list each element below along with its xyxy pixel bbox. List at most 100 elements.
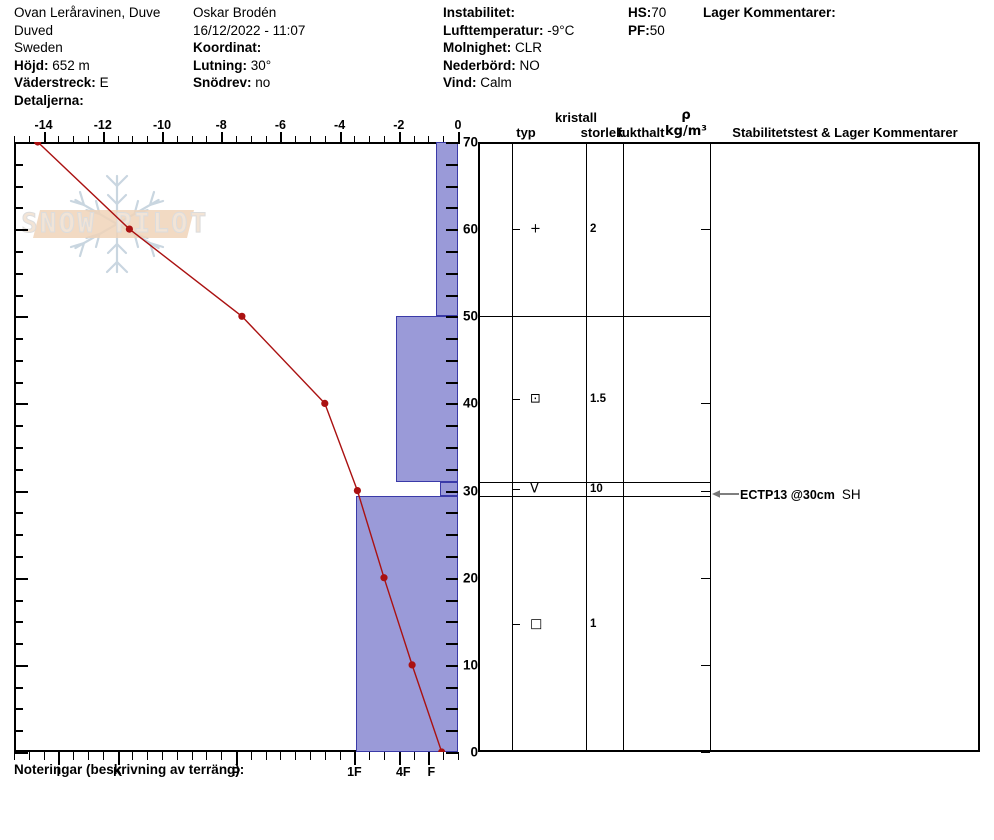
hardness-bar	[355, 495, 458, 752]
grain-size-value: 1	[590, 617, 597, 630]
temperature-data-point	[238, 312, 246, 320]
header-label-pf: PF:	[628, 22, 650, 38]
depth-minor-tick-right	[446, 207, 458, 210]
layer-midpoint-tick	[513, 623, 520, 625]
depth-minor-tick	[14, 207, 23, 210]
stability-test-grain: SH	[841, 487, 861, 502]
temperature-tick-label: -14	[34, 118, 53, 132]
header-row: Lutning: 30°	[193, 57, 438, 75]
depth-minor-tick-right	[446, 686, 458, 689]
temperature-tick-label: -2	[393, 118, 405, 132]
grain-properties-table	[478, 142, 980, 752]
hardness-tick	[162, 752, 163, 760]
depth-minor-tick	[14, 447, 23, 449]
header-row: Detaljerna:	[14, 92, 194, 110]
column-header-fukthalt: fukthalt	[617, 125, 665, 140]
depth-minor-tick-right	[446, 621, 458, 624]
density-axis-tick	[701, 752, 710, 753]
depth-minor-tick-right	[446, 338, 458, 341]
depth-minor-tick	[14, 316, 28, 319]
depth-minor-tick-right	[446, 316, 458, 319]
table-column-divider	[586, 142, 587, 752]
depth-tick-label: 30	[462, 483, 478, 499]
depth-minor-tick	[14, 185, 23, 188]
temperature-tick	[147, 136, 149, 144]
header-row: Duved	[14, 22, 194, 40]
header-label-vaderstreck: Väderstreck:	[14, 75, 96, 91]
hardness-tick-label: F	[427, 765, 436, 779]
layer-divider	[478, 481, 710, 483]
hardness-tick	[280, 752, 282, 760]
header-label-nederbord: Nederbörd:	[443, 57, 516, 73]
temperature-tick-label: -4	[334, 118, 346, 132]
hardness-tick	[73, 752, 75, 760]
density-axis-tick	[701, 229, 710, 231]
hardness-tick	[354, 752, 357, 765]
depth-minor-tick	[14, 425, 23, 428]
temperature-tick	[132, 136, 134, 144]
hardness-bar	[395, 316, 458, 482]
header-label-snodrev: Snödrev:	[193, 75, 252, 91]
depth-tick-label: 40	[462, 395, 478, 411]
header-row: Lager Kommentarer:	[703, 4, 983, 22]
hardness-tick-label: I	[56, 765, 61, 779]
hardness-tick	[443, 752, 445, 760]
depth-minor-tick	[14, 294, 23, 297]
hardness-tick	[102, 752, 104, 760]
hardness-tick	[221, 752, 223, 760]
column-header-typ: typ	[516, 125, 536, 140]
depth-minor-tick-right	[446, 708, 458, 711]
temperature-tick-label: 0	[454, 118, 462, 132]
grain-table-content: +2 ⊡ 1.5 V 10 □ 1	[478, 142, 980, 753]
header-row: Väderstreck: E	[14, 74, 194, 92]
temperature-tick-label: -6	[274, 118, 286, 132]
temperature-tick	[236, 136, 237, 144]
temperature-tick	[458, 132, 460, 144]
hardness-axis: I K P 1F 4F F	[14, 752, 460, 779]
temperature-tick	[58, 136, 60, 144]
header-label-koordinat: Koordinat:	[193, 40, 262, 56]
depth-minor-tick-right	[446, 381, 458, 384]
density-axis-tick	[701, 316, 710, 318]
layer-divider	[478, 495, 710, 497]
layer-divider	[478, 142, 710, 143]
temperature-tick-label: -10	[152, 118, 172, 132]
temperature-tick	[428, 136, 430, 144]
hardness-tick	[147, 752, 149, 760]
header-value-hojd: 652 m	[52, 57, 90, 73]
header-column-comments: Lager Kommentarer:	[703, 4, 983, 22]
depth-minor-tick	[14, 359, 23, 362]
temperature-data-point	[34, 142, 42, 146]
depth-minor-tick-right	[446, 730, 458, 733]
depth-minor-tick	[14, 229, 28, 232]
temperature-tick	[221, 132, 224, 144]
depth-minor-tick-right	[446, 447, 458, 449]
header-row: HS:70	[628, 4, 703, 22]
depth-minor-ticks	[14, 142, 458, 754]
temperature-tick	[295, 136, 297, 144]
depth-minor-tick-right	[446, 142, 458, 144]
header-value-molnighet: CLR	[515, 40, 543, 56]
depth-minor-tick-right	[446, 664, 458, 667]
temperature-data-point	[321, 399, 329, 407]
depth-minor-tick-right	[446, 490, 458, 493]
header-column-weather: Instabilitet: Lufttemperatur: -9°C Molni…	[443, 4, 643, 92]
temperature-tick	[73, 136, 75, 144]
depth-minor-tick-right	[446, 294, 458, 297]
grain-size-value: 2	[590, 223, 597, 236]
depth-tick-label: 50	[462, 308, 478, 324]
depth-minor-tick	[14, 643, 23, 646]
header-row: Höjd: 652 m	[14, 57, 194, 75]
grain-size-value: 10	[590, 482, 603, 495]
header-row: Vind: Calm	[443, 74, 643, 92]
header-row: Nederbörd: NO	[443, 57, 643, 75]
depth-minor-tick	[14, 512, 23, 515]
temperature-polyline	[37, 142, 443, 752]
hardness-tick	[384, 752, 385, 760]
header-row: Instabilitet:	[443, 4, 643, 22]
header-value-lutning: 30°	[250, 57, 272, 73]
depth-minor-tick	[14, 534, 23, 537]
header-label-lager-kommentarer: Lager Kommentarer:	[703, 5, 836, 20]
temperature-tick	[162, 132, 164, 144]
depth-minor-tick	[14, 272, 23, 275]
